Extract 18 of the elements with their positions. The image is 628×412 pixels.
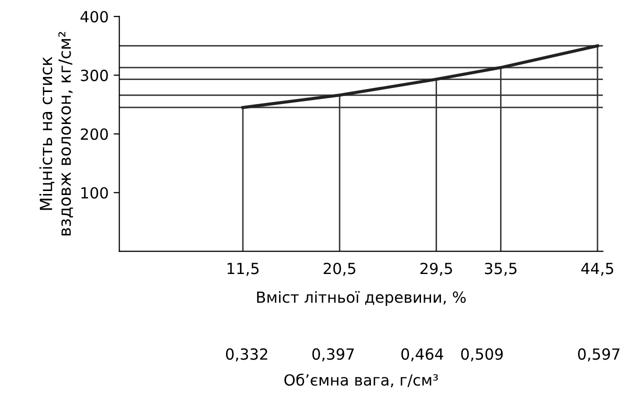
x2-tick-label: 0,464	[401, 348, 444, 362]
x2-tick-label: 0,332	[226, 348, 268, 362]
y-tick-label: 300	[80, 70, 108, 82]
x-tick-label: 20,5	[324, 262, 356, 276]
y-tick-label: 200	[80, 128, 108, 140]
x-tick-label: 35,5	[484, 262, 516, 276]
y-tick-label: 100	[81, 187, 108, 199]
y-axis-title: Міцність на стиск вздовж волокон, кг/см²	[39, 32, 74, 236]
x-tick-label: 29,5	[420, 262, 452, 276]
x2-axis-title: Об’ємна вага, г/см³	[284, 374, 438, 388]
x2-tick-label: 0,509	[461, 348, 503, 362]
y-tick-label: 400	[80, 10, 108, 22]
x2-tick-label: 0,597	[578, 348, 620, 362]
line-series	[241, 44, 600, 110]
x-tick-label: 44,5	[581, 262, 614, 276]
x-axis-title: Вміст літньої деревини, %	[257, 291, 466, 306]
x-tick-label: 11,5	[228, 262, 259, 276]
x2-tick-label: 0,397	[312, 348, 354, 362]
